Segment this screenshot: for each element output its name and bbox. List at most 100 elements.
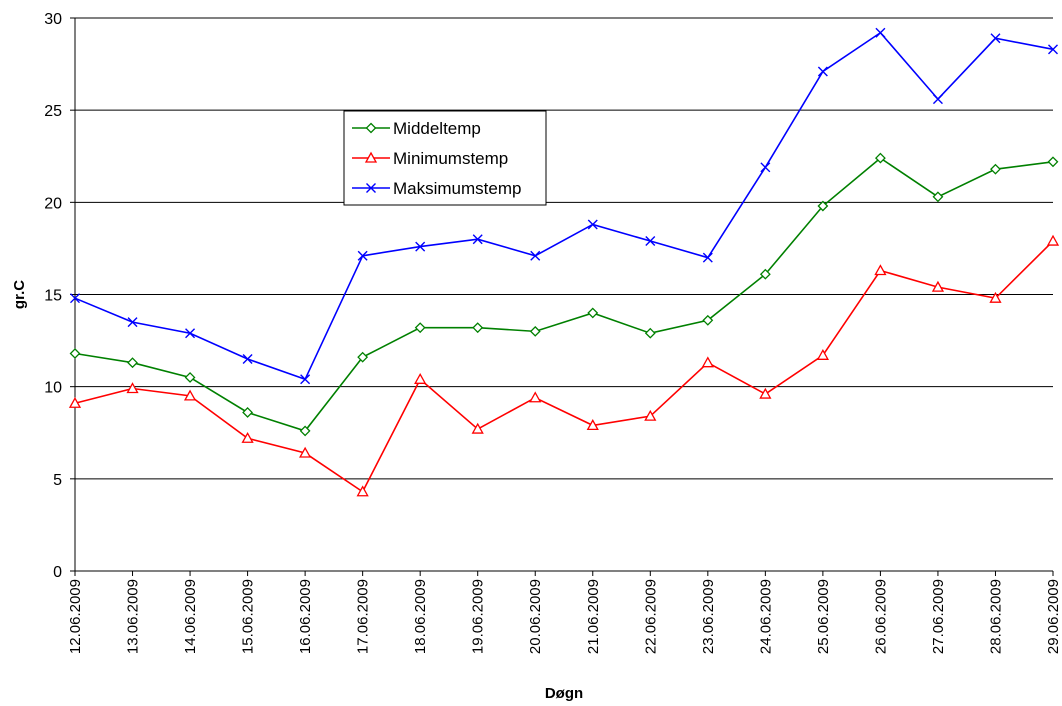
- data-point: [874, 264, 887, 276]
- data-point: [932, 94, 943, 105]
- data-point: [357, 351, 369, 363]
- x-tick-label: 18.06.2009: [412, 579, 429, 654]
- data-point: [127, 317, 138, 328]
- series-middeltemp: [69, 152, 1059, 437]
- data-point: [587, 307, 599, 319]
- x-tick-label: 26.06.2009: [872, 579, 889, 654]
- data-point: [645, 236, 656, 247]
- x-tick-label: 27.06.2009: [930, 579, 947, 654]
- legend-label: Minimumstemp: [393, 149, 508, 168]
- data-point: [357, 250, 368, 261]
- x-tick-label: 16.06.2009: [297, 579, 314, 654]
- data-point: [1048, 44, 1058, 55]
- data-point: [529, 391, 542, 403]
- data-point: [69, 348, 81, 359]
- data-point: [586, 419, 599, 431]
- x-tick-label: 25.06.2009: [815, 579, 832, 654]
- series-line: [74, 31, 1054, 381]
- legend: Middeltemp Minimumstemp Maksimumstemp: [343, 110, 547, 206]
- x-tick-label: 14.06.2009: [182, 579, 199, 654]
- x-tick-label: 12.06.2009: [67, 579, 84, 654]
- data-point: [184, 372, 196, 383]
- data-point: [702, 314, 714, 326]
- legend-marker: [366, 183, 376, 193]
- data-point: [185, 328, 196, 339]
- data-point: [1047, 156, 1059, 168]
- data-point: [472, 322, 484, 334]
- data-point: [759, 268, 771, 280]
- y-tick-label: 25: [44, 103, 62, 120]
- data-point: [989, 291, 1002, 303]
- data-point: [126, 382, 139, 394]
- y-axis-title: gr.C: [11, 280, 28, 309]
- data-point: [990, 33, 1001, 44]
- y-tick-label: 10: [44, 380, 62, 397]
- data-point: [875, 27, 886, 38]
- data-point: [644, 327, 656, 339]
- x-tick-label: 21.06.2009: [585, 579, 602, 654]
- data-point: [415, 241, 426, 252]
- data-point: [702, 252, 713, 263]
- data-point: [817, 66, 828, 77]
- x-axis-ticks: 12.06.2009 13.06.2009 14.06.2009 15.06.2009…: [67, 571, 1062, 654]
- data-point: [932, 191, 944, 203]
- series-maksimumstemp: [70, 27, 1058, 385]
- data-point: [127, 357, 138, 369]
- data-point: [644, 409, 657, 421]
- data-point: [299, 446, 312, 458]
- x-tick-label: 17.06.2009: [355, 579, 372, 654]
- data-point: [356, 485, 369, 497]
- y-tick-label: 5: [53, 472, 62, 489]
- y-tick-label: 0: [53, 564, 62, 581]
- x-tick-label: 20.06.2009: [527, 579, 544, 654]
- data-point: [587, 219, 598, 230]
- data-point: [70, 293, 80, 304]
- data-point: [816, 348, 829, 360]
- y-tick-label: 15: [44, 288, 62, 305]
- x-axis-title: Døgn: [545, 685, 583, 702]
- series-line: [74, 157, 1054, 432]
- data-point: [931, 280, 945, 292]
- data-point: [817, 200, 829, 212]
- data-point: [471, 422, 484, 434]
- data-point: [1046, 234, 1060, 246]
- legend-label: Middeltemp: [393, 119, 481, 138]
- x-tick-label: 13.06.2009: [125, 579, 142, 654]
- x-tick-label: 29.06.2009: [1045, 579, 1062, 654]
- data-point: [874, 152, 886, 164]
- legend-item: Middeltemp: [352, 119, 481, 138]
- legend-marker: [365, 122, 377, 134]
- data-point: [300, 374, 311, 385]
- data-point: [242, 354, 253, 365]
- data-point: [414, 372, 427, 384]
- data-point: [759, 387, 772, 399]
- gridlines: [75, 17, 1053, 480]
- data-point: [68, 396, 82, 408]
- data-point: [990, 163, 1001, 175]
- x-tick-label: 24.06.2009: [757, 579, 774, 654]
- data-point: [183, 389, 197, 401]
- series-minimumstemp: [68, 234, 1060, 497]
- series-line: [74, 240, 1054, 493]
- y-tick-label: 20: [44, 195, 62, 212]
- x-tick-label: 15.06.2009: [240, 579, 257, 654]
- data-point: [701, 356, 714, 368]
- y-tick-label: 30: [44, 11, 62, 28]
- legend-item: Maksimumstemp: [352, 179, 521, 198]
- x-tick-label: 23.06.2009: [700, 579, 717, 654]
- legend-label: Maksimumstemp: [393, 179, 521, 198]
- x-tick-label: 19.06.2009: [470, 579, 487, 654]
- data-point: [414, 322, 426, 334]
- data-point: [760, 162, 771, 173]
- x-tick-label: 22.06.2009: [642, 579, 659, 654]
- legend-item: Minimumstemp: [352, 149, 508, 168]
- data-point: [472, 234, 483, 245]
- data-point: [241, 431, 254, 443]
- legend-marker: [364, 151, 378, 163]
- data-point: [530, 250, 541, 261]
- y-axis-ticks: 0 5 10 15 20 25 30: [44, 11, 75, 581]
- data-point: [529, 325, 541, 337]
- data-point: [242, 407, 254, 418]
- x-tick-label: 28.06.2009: [987, 579, 1004, 654]
